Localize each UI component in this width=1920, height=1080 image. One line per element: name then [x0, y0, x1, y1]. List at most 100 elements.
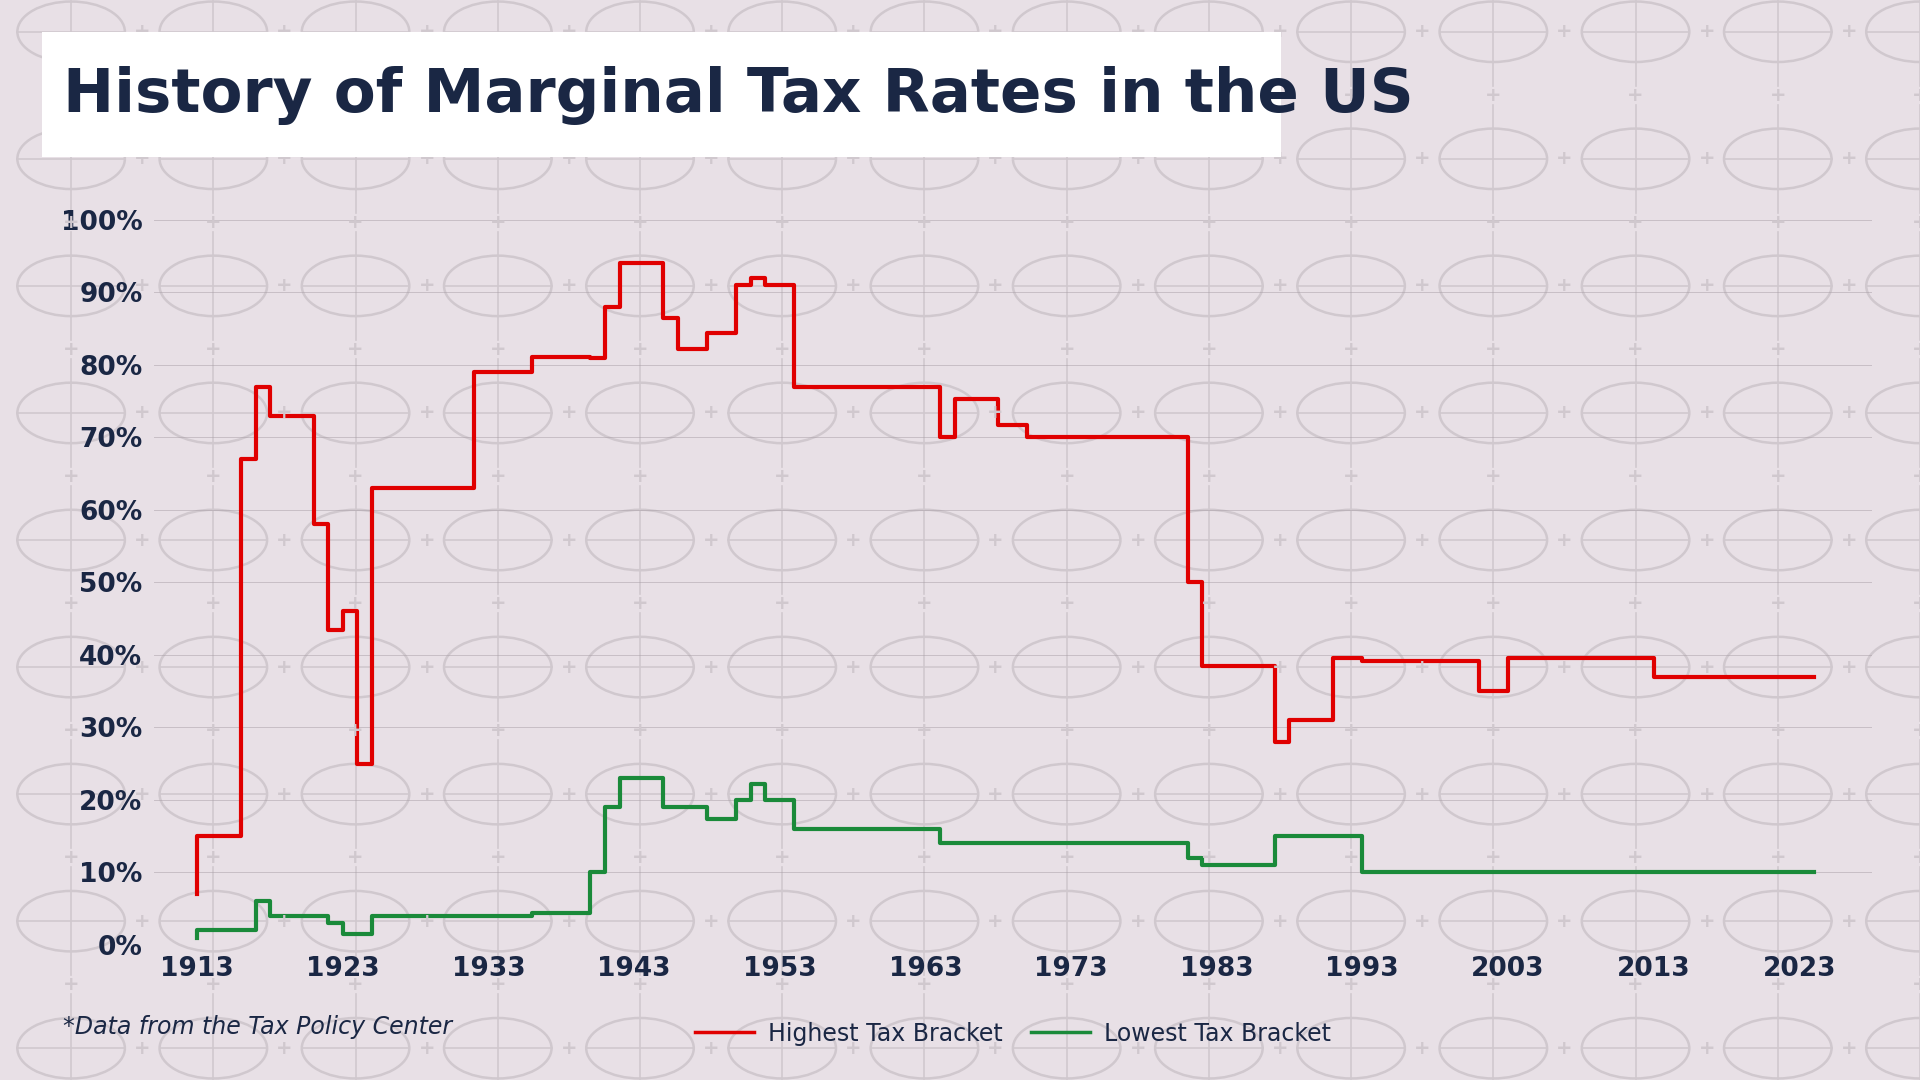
Text: +: +: [419, 658, 436, 676]
Text: +: +: [419, 149, 436, 168]
Text: +: +: [916, 975, 933, 995]
Text: +: +: [134, 912, 150, 931]
Text: +: +: [1841, 149, 1857, 168]
Legend: Highest Tax Bracket, Lowest Tax Bracket: Highest Tax Bracket, Lowest Tax Bracket: [685, 1012, 1340, 1055]
Text: +: +: [845, 1039, 862, 1057]
Text: +: +: [1129, 404, 1146, 422]
Text: +: +: [1484, 848, 1501, 867]
Text: +: +: [276, 276, 292, 296]
Text: +: +: [1129, 784, 1146, 804]
Text: +: +: [348, 975, 363, 995]
Text: +: +: [134, 149, 150, 168]
Text: +: +: [561, 1039, 578, 1057]
Text: +: +: [63, 848, 79, 867]
Text: +: +: [1342, 721, 1359, 740]
Text: +: +: [1129, 23, 1146, 41]
Text: +: +: [1699, 404, 1715, 422]
Text: +: +: [1841, 658, 1857, 676]
Text: +: +: [419, 912, 436, 931]
Text: +: +: [561, 23, 578, 41]
Text: +: +: [1058, 848, 1075, 867]
Text: +: +: [205, 594, 221, 613]
Text: +: +: [987, 530, 1004, 550]
Text: +: +: [1628, 340, 1644, 359]
Text: +: +: [419, 1039, 436, 1057]
Text: +: +: [1484, 85, 1501, 105]
Text: +: +: [1841, 1039, 1857, 1057]
Text: +: +: [845, 912, 862, 931]
Text: +: +: [490, 594, 507, 613]
Text: +: +: [1770, 721, 1786, 740]
Text: History of Marginal Tax Rates in the US: History of Marginal Tax Rates in the US: [63, 66, 1415, 124]
Text: +: +: [987, 658, 1004, 676]
Text: +: +: [1770, 213, 1786, 232]
Text: +: +: [1770, 467, 1786, 486]
Text: +: +: [987, 149, 1004, 168]
Text: +: +: [348, 467, 363, 486]
Text: +: +: [1413, 404, 1430, 422]
Text: +: +: [1200, 467, 1217, 486]
Text: +: +: [774, 85, 791, 105]
Text: +: +: [1413, 23, 1430, 41]
Text: +: +: [419, 784, 436, 804]
Text: +: +: [561, 530, 578, 550]
Text: +: +: [1342, 213, 1359, 232]
Text: +: +: [1912, 340, 1920, 359]
Text: +: +: [419, 23, 436, 41]
Text: +: +: [1413, 149, 1430, 168]
Text: +: +: [490, 848, 507, 867]
Text: +: +: [276, 23, 292, 41]
Text: +: +: [1200, 213, 1217, 232]
Text: +: +: [561, 149, 578, 168]
Text: +: +: [1484, 340, 1501, 359]
Text: +: +: [1699, 912, 1715, 931]
Text: +: +: [1129, 530, 1146, 550]
Text: +: +: [134, 530, 150, 550]
Text: +: +: [348, 848, 363, 867]
Text: +: +: [490, 213, 507, 232]
Text: +: +: [205, 721, 221, 740]
Text: +: +: [276, 404, 292, 422]
Text: +: +: [134, 1039, 150, 1057]
Text: +: +: [276, 784, 292, 804]
Text: +: +: [703, 530, 720, 550]
Text: +: +: [916, 340, 933, 359]
Text: +: +: [561, 912, 578, 931]
Text: +: +: [1912, 85, 1920, 105]
Text: +: +: [916, 848, 933, 867]
Text: +: +: [774, 213, 791, 232]
Text: +: +: [1912, 975, 1920, 995]
Text: +: +: [1413, 1039, 1430, 1057]
Text: +: +: [205, 213, 221, 232]
Text: +: +: [1413, 658, 1430, 676]
Text: +: +: [632, 975, 649, 995]
Text: +: +: [632, 848, 649, 867]
Text: +: +: [1841, 912, 1857, 931]
Text: +: +: [63, 340, 79, 359]
Text: +: +: [1271, 1039, 1288, 1057]
Text: +: +: [632, 467, 649, 486]
Text: +: +: [845, 530, 862, 550]
Text: +: +: [703, 1039, 720, 1057]
Text: +: +: [1058, 467, 1075, 486]
Text: +: +: [134, 658, 150, 676]
Text: +: +: [1912, 721, 1920, 740]
Text: +: +: [1770, 85, 1786, 105]
Text: +: +: [1628, 85, 1644, 105]
Text: +: +: [845, 404, 862, 422]
Text: +: +: [1912, 213, 1920, 232]
Text: +: +: [987, 404, 1004, 422]
Text: +: +: [987, 23, 1004, 41]
Text: +: +: [916, 721, 933, 740]
Text: +: +: [1342, 848, 1359, 867]
Text: +: +: [205, 467, 221, 486]
Text: +: +: [1699, 276, 1715, 296]
Text: +: +: [845, 276, 862, 296]
Text: +: +: [1841, 404, 1857, 422]
Text: +: +: [348, 213, 363, 232]
Text: +: +: [1912, 467, 1920, 486]
Text: +: +: [63, 975, 79, 995]
Text: +: +: [63, 467, 79, 486]
Text: +: +: [276, 912, 292, 931]
Text: +: +: [632, 594, 649, 613]
